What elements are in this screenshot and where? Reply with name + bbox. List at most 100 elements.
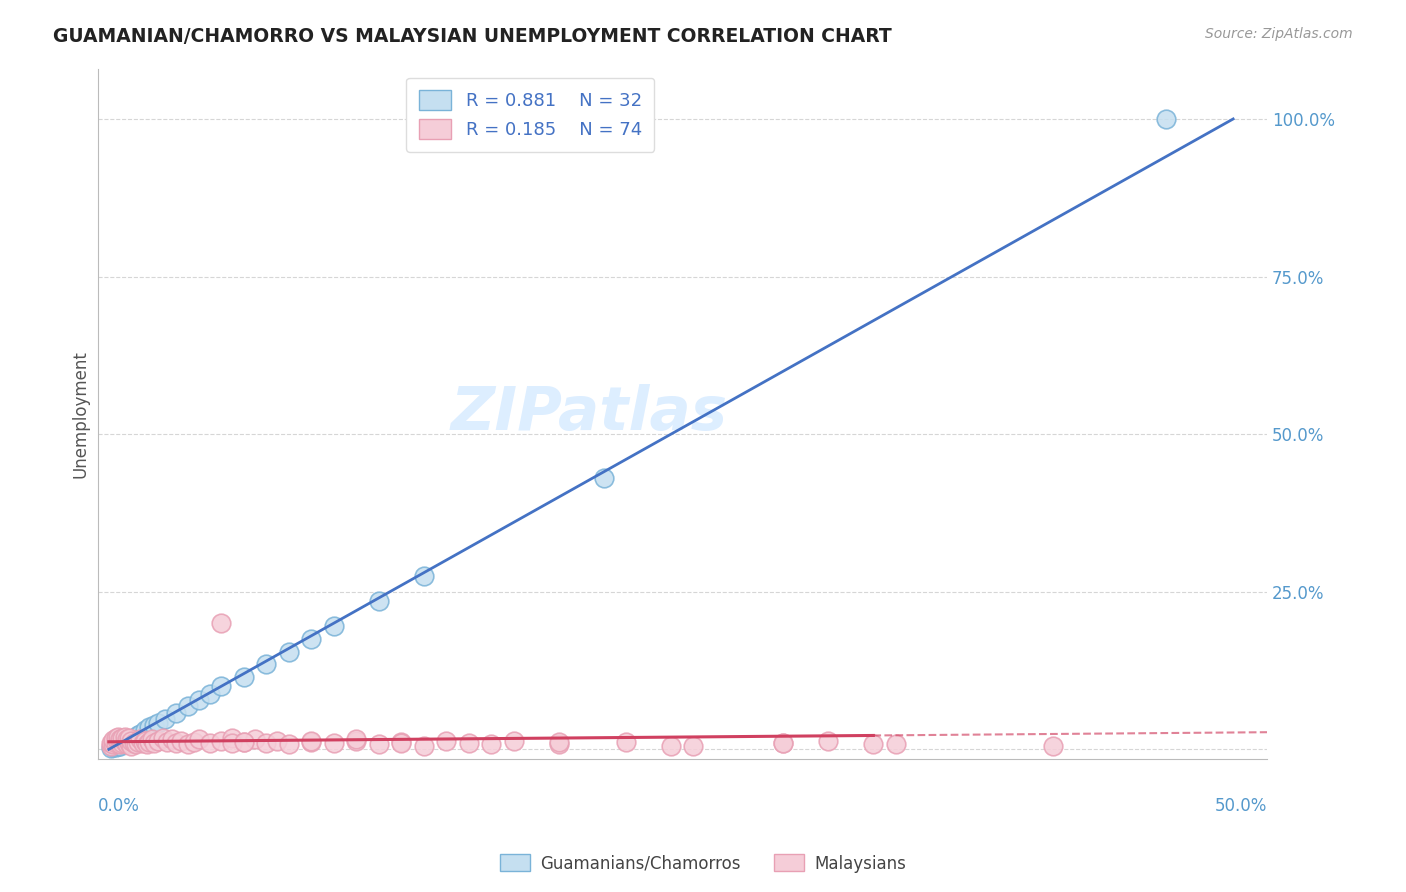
Point	[299, 735, 322, 749]
Point	[266, 733, 288, 747]
Point	[114, 730, 136, 744]
Point	[103, 740, 125, 755]
Point	[457, 736, 479, 750]
Point	[183, 735, 205, 749]
Point	[107, 730, 129, 744]
Point	[156, 735, 179, 749]
Point	[160, 732, 183, 747]
Point	[254, 736, 277, 750]
Point	[107, 739, 129, 754]
Point	[176, 699, 198, 714]
Point	[100, 739, 122, 754]
Point	[122, 736, 145, 750]
Text: ZIPatlas: ZIPatlas	[450, 384, 727, 443]
Point	[176, 737, 198, 751]
Point	[120, 739, 142, 753]
Point	[198, 687, 221, 701]
Point	[389, 735, 412, 749]
Point	[118, 731, 141, 745]
Point	[100, 741, 122, 756]
Point	[134, 733, 156, 747]
Point	[118, 733, 141, 747]
Point	[127, 735, 149, 749]
Point	[165, 706, 187, 720]
Point	[165, 736, 187, 750]
Text: 50.0%: 50.0%	[1215, 797, 1267, 814]
Point	[125, 737, 148, 751]
Point	[344, 732, 367, 747]
Point	[243, 732, 266, 747]
Point	[187, 732, 209, 747]
Point	[659, 739, 682, 753]
Point	[547, 737, 569, 751]
Point	[198, 736, 221, 750]
Point	[479, 737, 502, 751]
Legend: Guamanians/Chamorros, Malaysians: Guamanians/Chamorros, Malaysians	[494, 847, 912, 880]
Point	[682, 739, 704, 753]
Point	[344, 733, 367, 747]
Point	[232, 670, 254, 684]
Point	[115, 732, 138, 747]
Point	[141, 732, 163, 747]
Point	[254, 657, 277, 672]
Point	[114, 736, 136, 750]
Point	[120, 732, 142, 747]
Point	[100, 736, 122, 750]
Point	[1042, 739, 1064, 753]
Point	[120, 733, 142, 747]
Point	[367, 737, 389, 751]
Point	[277, 737, 299, 751]
Point	[592, 471, 614, 485]
Point	[142, 718, 165, 732]
Point	[134, 723, 156, 738]
Point	[107, 735, 129, 749]
Point	[136, 737, 159, 751]
Point	[153, 712, 176, 726]
Point	[1154, 112, 1177, 126]
Point	[884, 737, 907, 751]
Point	[108, 737, 131, 751]
Point	[221, 731, 243, 745]
Point	[209, 616, 232, 631]
Point	[118, 736, 141, 750]
Point	[129, 732, 152, 747]
Point	[772, 736, 794, 750]
Point	[148, 733, 170, 747]
Legend: R = 0.881    N = 32, R = 0.185    N = 74: R = 0.881 N = 32, R = 0.185 N = 74	[406, 78, 654, 152]
Point	[108, 739, 131, 753]
Text: Source: ZipAtlas.com: Source: ZipAtlas.com	[1205, 27, 1353, 41]
Point	[299, 632, 322, 646]
Point	[138, 735, 160, 749]
Point	[412, 569, 434, 583]
Point	[142, 736, 165, 750]
Point	[111, 731, 134, 745]
Point	[103, 732, 125, 747]
Point	[104, 736, 127, 750]
Point	[108, 732, 131, 747]
Text: GUAMANIAN/CHAMORRO VS MALAYSIAN UNEMPLOYMENT CORRELATION CHART: GUAMANIAN/CHAMORRO VS MALAYSIAN UNEMPLOY…	[53, 27, 893, 45]
Point	[817, 733, 839, 747]
Text: 0.0%: 0.0%	[97, 797, 139, 814]
Point	[412, 739, 434, 753]
Point	[125, 730, 148, 744]
Point	[547, 735, 569, 749]
Point	[614, 735, 637, 749]
Point	[322, 619, 344, 633]
Point	[104, 731, 127, 745]
Point	[148, 715, 170, 730]
Point	[111, 736, 134, 750]
Point	[129, 726, 152, 740]
Point	[115, 737, 138, 751]
Point	[209, 679, 232, 693]
Point	[138, 720, 160, 734]
Point	[232, 735, 254, 749]
Y-axis label: Unemployment: Unemployment	[72, 350, 89, 477]
Point	[170, 733, 193, 747]
Point	[187, 693, 209, 707]
Point	[221, 736, 243, 750]
Point	[862, 737, 884, 751]
Point	[367, 594, 389, 608]
Point	[209, 733, 232, 747]
Point	[104, 739, 127, 754]
Point	[322, 736, 344, 750]
